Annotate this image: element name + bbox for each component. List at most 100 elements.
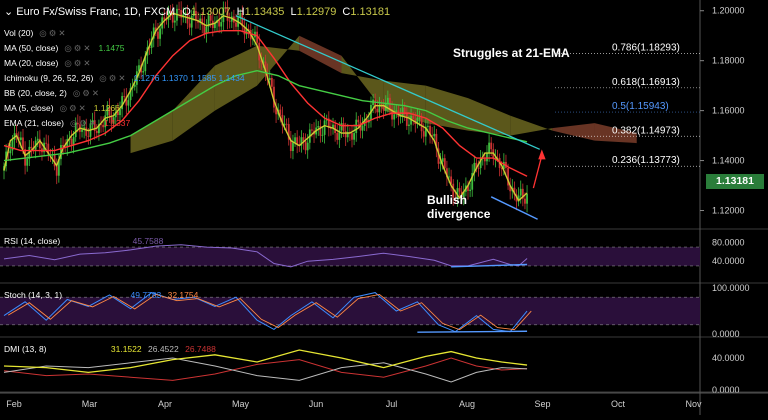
candle-body	[19, 137, 22, 140]
candle-body	[336, 133, 339, 140]
candle-body	[448, 176, 450, 178]
candle-body	[178, 8, 180, 10]
candle-body	[157, 31, 159, 39]
candle-body	[292, 142, 294, 152]
candle-body	[184, 12, 187, 15]
chevron-down-icon[interactable]: ⌄	[4, 6, 14, 18]
candle-body	[214, 23, 216, 29]
candle-body	[243, 26, 246, 35]
stoch-divergence-line	[417, 330, 528, 333]
candle-body	[247, 29, 250, 30]
indicator-controls[interactable]: ◎⚙✕	[99, 73, 128, 83]
candle-body	[410, 115, 412, 125]
indicator-row[interactable]: MA (50, close) ◎⚙✕ 1.1475	[4, 41, 245, 56]
time-tick-label: Feb	[6, 399, 22, 409]
indicator-row[interactable]: MA (20, close) ◎⚙✕	[4, 56, 245, 71]
candle-body	[76, 122, 79, 125]
low-label: L	[290, 6, 297, 18]
indicator-label: Vol (20)	[4, 28, 34, 38]
candle-body	[353, 133, 356, 140]
candle-body	[469, 189, 472, 191]
candle-body	[374, 99, 377, 109]
fibonacci-levels	[555, 53, 700, 167]
series-ma-5-close	[3, 12, 528, 202]
candle-body	[220, 22, 223, 27]
candle-body	[452, 183, 455, 198]
candle-body	[129, 88, 132, 101]
candle-body	[509, 185, 512, 192]
candle-body	[116, 111, 119, 116]
candle-body	[304, 141, 307, 151]
indicator-controls[interactable]: ◎⚙✕	[72, 88, 102, 98]
candle-body	[121, 96, 124, 110]
candle-body	[475, 162, 478, 169]
series-ma-50-close	[3, 69, 528, 162]
candle-body	[228, 20, 231, 22]
candle-body	[342, 123, 345, 132]
indicator-controls[interactable]: ◎⚙✕	[70, 118, 99, 128]
dmi-adx-value: 31.1522	[110, 344, 142, 354]
indicator-row[interactable]: Ichimoku (9, 26, 52, 26) ◎⚙✕ 1.1276 1.1370…	[4, 71, 245, 86]
candle-body	[30, 146, 33, 149]
candle-body	[412, 115, 415, 120]
candle-body	[287, 124, 290, 140]
indicator-controls[interactable]: ◎⚙✕	[39, 28, 68, 38]
indicator-row[interactable]: Vol (20) ◎⚙✕	[4, 26, 245, 41]
indicator-value: 1.1276 1.1370 1.1585 1.1434	[133, 73, 245, 83]
candle-body	[405, 112, 408, 126]
candle-body	[435, 133, 438, 149]
indicator-row[interactable]: EMA (21, close) ◎⚙✕ 1.1337	[4, 116, 245, 131]
candle-body	[173, 20, 176, 23]
candle-body	[393, 114, 396, 120]
candle-body	[477, 168, 480, 169]
time-tick-label: Nov	[685, 399, 702, 409]
candle-body	[100, 124, 102, 126]
candle-body	[408, 124, 410, 126]
candle-body	[340, 123, 343, 131]
symbol-title[interactable]: Euro Fx/Swiss Franc, 1D, FXCM	[16, 6, 176, 18]
candle-body	[330, 128, 332, 129]
candle-body	[382, 105, 385, 111]
indicator-controls[interactable]: ◎⚙✕	[64, 43, 93, 53]
candle-body	[399, 116, 402, 118]
rsi-legend: RSI (14, close) 45.7588	[4, 236, 163, 246]
stoch-label[interactable]: Stoch (14, 3, 1)	[4, 290, 63, 300]
indicator-row[interactable]: BB (20, close, 2) ◎⚙✕	[4, 86, 245, 101]
cloud-segment	[552, 123, 595, 141]
price-tick-label: 1.16000	[712, 106, 745, 116]
candle-body	[270, 77, 273, 87]
candle-body	[260, 60, 263, 63]
bullish-annotation: Bullish divergence	[427, 193, 490, 221]
candle-body	[422, 131, 425, 137]
indicator-label: Ichimoku (9, 26, 52, 26)	[4, 73, 94, 83]
fib-label: 0.786(1.18293)	[612, 42, 680, 53]
indicator-row[interactable]: MA (5, close) ◎⚙✕ 1.1266	[4, 101, 245, 116]
rsi-label[interactable]: RSI (14, close)	[4, 236, 61, 246]
candle-body	[119, 109, 121, 116]
candle-body	[85, 127, 88, 136]
candle-body	[159, 28, 161, 39]
stoch-k-line	[3, 292, 528, 333]
time-tick-label: Oct	[611, 399, 626, 409]
indicator-controls[interactable]: ◎⚙✕	[59, 103, 88, 113]
dmi-pdi-value: 26.4522	[148, 344, 179, 354]
indicator-controls[interactable]: ◎⚙✕	[64, 58, 93, 68]
candle-body	[154, 27, 157, 32]
candle-body	[169, 11, 172, 13]
candle-body	[235, 22, 237, 27]
candle-body	[357, 119, 360, 123]
series-ema-21-close	[3, 30, 528, 177]
candle-body	[486, 153, 488, 162]
price-series	[3, 12, 546, 220]
candle-body	[344, 131, 347, 138]
candle-body	[87, 135, 90, 137]
price-tick-label: 1.18000	[712, 56, 745, 66]
candle-body	[433, 133, 436, 137]
candle-body	[190, 15, 193, 28]
axes: 1.20000 1.18000 1.16000 1.14000 1.12000 80.00…	[0, 6, 768, 409]
dmi-label[interactable]: DMI (13, 8)	[4, 344, 47, 354]
osc-tick-label: 100.0000	[712, 283, 750, 293]
indicator-label: MA (50, close)	[4, 43, 59, 53]
